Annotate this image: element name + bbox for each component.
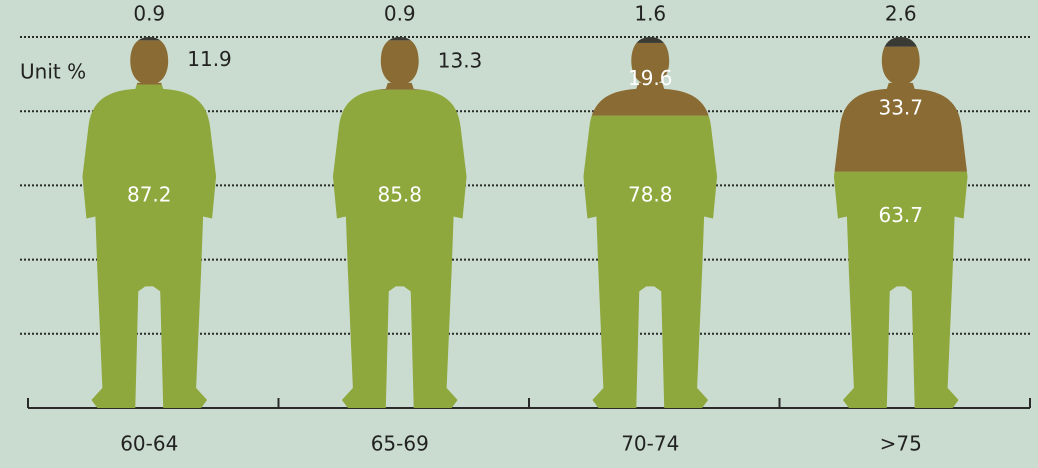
segment xyxy=(82,37,217,41)
segment xyxy=(332,37,467,41)
value-label: 11.9 xyxy=(187,47,232,71)
value-label: 0.9 xyxy=(384,2,416,26)
value-label: 63.7 xyxy=(878,203,923,227)
value-label: 19.6 xyxy=(628,66,673,90)
x-tick-label: >75 xyxy=(880,432,922,456)
person xyxy=(82,37,217,408)
value-label: 0.9 xyxy=(133,2,165,26)
unit-label: Unit % xyxy=(20,60,86,84)
value-label: 2.6 xyxy=(885,2,917,26)
person xyxy=(332,37,467,408)
value-label: 87.2 xyxy=(127,183,172,207)
x-tick-label: 70-74 xyxy=(621,432,679,456)
x-tick-label: 65-69 xyxy=(371,432,429,456)
segment xyxy=(833,37,968,47)
x-tick-label: 60-64 xyxy=(120,432,178,456)
value-label: 85.8 xyxy=(377,183,422,207)
segment xyxy=(332,89,467,408)
value-label: 78.8 xyxy=(628,183,673,207)
value-label: 1.6 xyxy=(634,2,666,26)
segment xyxy=(583,115,718,408)
segment xyxy=(583,37,718,43)
segment xyxy=(82,84,217,408)
value-label: 33.7 xyxy=(878,96,923,120)
value-label: 13.3 xyxy=(438,48,483,72)
